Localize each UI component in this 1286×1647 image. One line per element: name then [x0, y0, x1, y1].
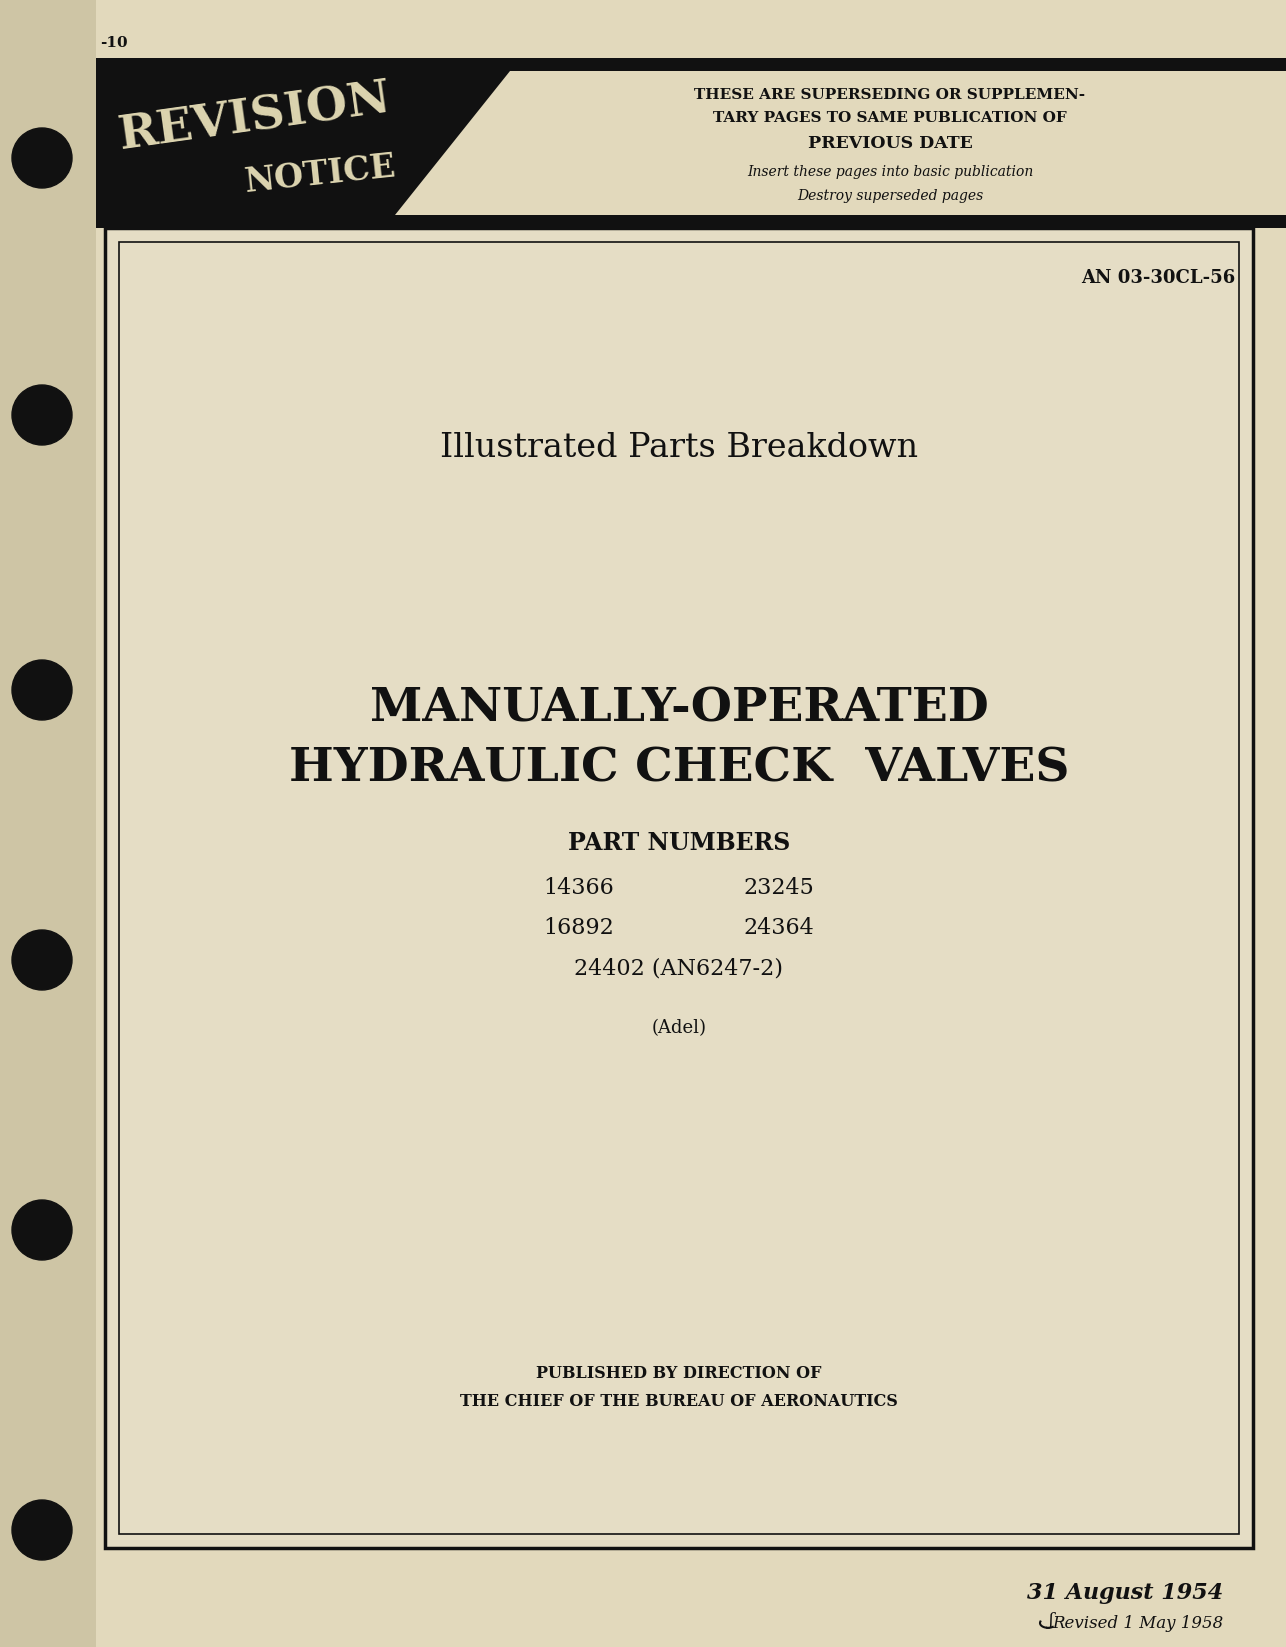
- Text: Destroy superseded pages: Destroy superseded pages: [797, 189, 983, 203]
- Text: 16892: 16892: [544, 917, 615, 939]
- Text: AN 03-30CL-56: AN 03-30CL-56: [1080, 268, 1235, 287]
- Text: (Adel): (Adel): [652, 1019, 706, 1038]
- Text: 24402 (AN6247-2): 24402 (AN6247-2): [575, 957, 783, 978]
- Text: ʃ: ʃ: [1048, 1612, 1052, 1629]
- FancyBboxPatch shape: [0, 0, 96, 1647]
- Text: 14366: 14366: [544, 876, 615, 899]
- FancyBboxPatch shape: [96, 58, 1286, 71]
- FancyBboxPatch shape: [105, 227, 1253, 1548]
- Text: 23245: 23245: [743, 876, 814, 899]
- Circle shape: [12, 1201, 72, 1260]
- Text: PUBLISHED BY DIRECTION OF: PUBLISHED BY DIRECTION OF: [536, 1364, 822, 1382]
- Text: HYDRAULIC CHECK  VALVES: HYDRAULIC CHECK VALVES: [289, 744, 1069, 791]
- Text: MANUALLY-OPERATED: MANUALLY-OPERATED: [369, 685, 989, 731]
- Text: Insert these pages into basic publication: Insert these pages into basic publicatio…: [747, 165, 1033, 180]
- Text: Illustrated Parts Breakdown: Illustrated Parts Breakdown: [440, 432, 918, 464]
- Circle shape: [12, 1500, 72, 1560]
- Circle shape: [12, 660, 72, 720]
- Text: PART NUMBERS: PART NUMBERS: [568, 832, 790, 855]
- FancyBboxPatch shape: [96, 216, 1286, 227]
- Text: 24364: 24364: [743, 917, 814, 939]
- Polygon shape: [96, 71, 511, 216]
- Text: THESE ARE SUPERSEDING OR SUPPLEMEN-: THESE ARE SUPERSEDING OR SUPPLEMEN-: [694, 87, 1085, 102]
- Text: Revised 1 May 1958: Revised 1 May 1958: [1052, 1614, 1223, 1632]
- Circle shape: [12, 931, 72, 990]
- Circle shape: [12, 128, 72, 188]
- Text: 31 August 1954: 31 August 1954: [1026, 1583, 1223, 1604]
- Text: -10: -10: [100, 36, 127, 49]
- Circle shape: [12, 385, 72, 445]
- Text: TARY PAGES TO SAME PUBLICATION OF: TARY PAGES TO SAME PUBLICATION OF: [714, 110, 1067, 125]
- Text: PREVIOUS DATE: PREVIOUS DATE: [808, 135, 972, 153]
- Text: THE CHIEF OF THE BUREAU OF AERONAUTICS: THE CHIEF OF THE BUREAU OF AERONAUTICS: [460, 1392, 898, 1410]
- Text: NOTICE: NOTICE: [243, 150, 397, 199]
- Text: REVISION: REVISION: [116, 76, 395, 160]
